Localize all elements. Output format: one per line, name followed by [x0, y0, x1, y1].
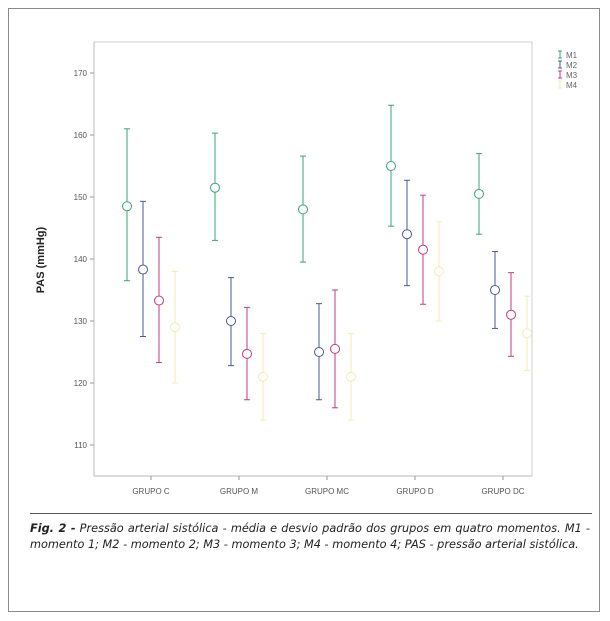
- mean-point: [506, 309, 516, 320]
- y-tick-label: 130: [74, 317, 88, 326]
- mean-point: [226, 316, 236, 326]
- figure-frame: [8, 8, 600, 612]
- y-axis-label: PAS (mmHg): [35, 226, 47, 293]
- mean-point: [418, 244, 428, 255]
- mean-point: [522, 328, 532, 339]
- mean-point: [298, 204, 308, 215]
- legend-label: M4: [566, 81, 578, 90]
- legend-label: M2: [566, 61, 578, 70]
- mean-point: [138, 264, 148, 275]
- mean-point: [434, 266, 444, 277]
- x-tick-label: GRUPO DC: [481, 487, 524, 496]
- y-tick-label: 120: [74, 379, 88, 388]
- mean-point: [122, 201, 132, 212]
- mean-point: [154, 295, 164, 306]
- y-tick-label: 110: [74, 441, 87, 450]
- x-tick-label: GRUPO M: [220, 487, 259, 496]
- mean-point: [314, 347, 324, 357]
- mean-point: [330, 343, 340, 354]
- caption-rule: [30, 513, 592, 514]
- mean-point: [386, 161, 396, 171]
- mean-point: [210, 182, 220, 193]
- caption-text: Pressão arterial sistólica - média e des…: [30, 522, 590, 551]
- y-tick-label: 170: [74, 69, 88, 78]
- x-tick-label: GRUPO MC: [305, 487, 349, 496]
- mean-point: [474, 188, 484, 199]
- series-M2: [138, 179, 500, 401]
- caption-label: Fig. 2 -: [30, 522, 76, 535]
- y-tick-label: 160: [74, 131, 88, 140]
- series-M1: [122, 104, 484, 282]
- y-tick-label: 140: [74, 255, 88, 264]
- series-M3: [154, 194, 516, 409]
- y-tick-label: 150: [74, 193, 88, 202]
- x-tick-label: GRUPO C: [132, 487, 170, 496]
- mean-point: [170, 322, 180, 333]
- mean-point: [242, 348, 252, 359]
- legend-label: M1: [566, 51, 578, 60]
- chart: 110 120 130 140 150 160 170 GRUPO C GRUPO M GRUP…: [35, 41, 578, 496]
- series-M4: [170, 221, 532, 421]
- legend-label: M3: [566, 71, 578, 80]
- mean-point: [346, 371, 356, 382]
- x-tick-label: GRUPO D: [396, 487, 434, 496]
- figure-caption: Fig. 2 - Pressão arterial sistólica - mé…: [30, 521, 590, 553]
- mean-point: [490, 285, 500, 295]
- mean-point: [402, 229, 412, 240]
- plot-frame: [93, 41, 533, 477]
- mean-point: [258, 371, 268, 382]
